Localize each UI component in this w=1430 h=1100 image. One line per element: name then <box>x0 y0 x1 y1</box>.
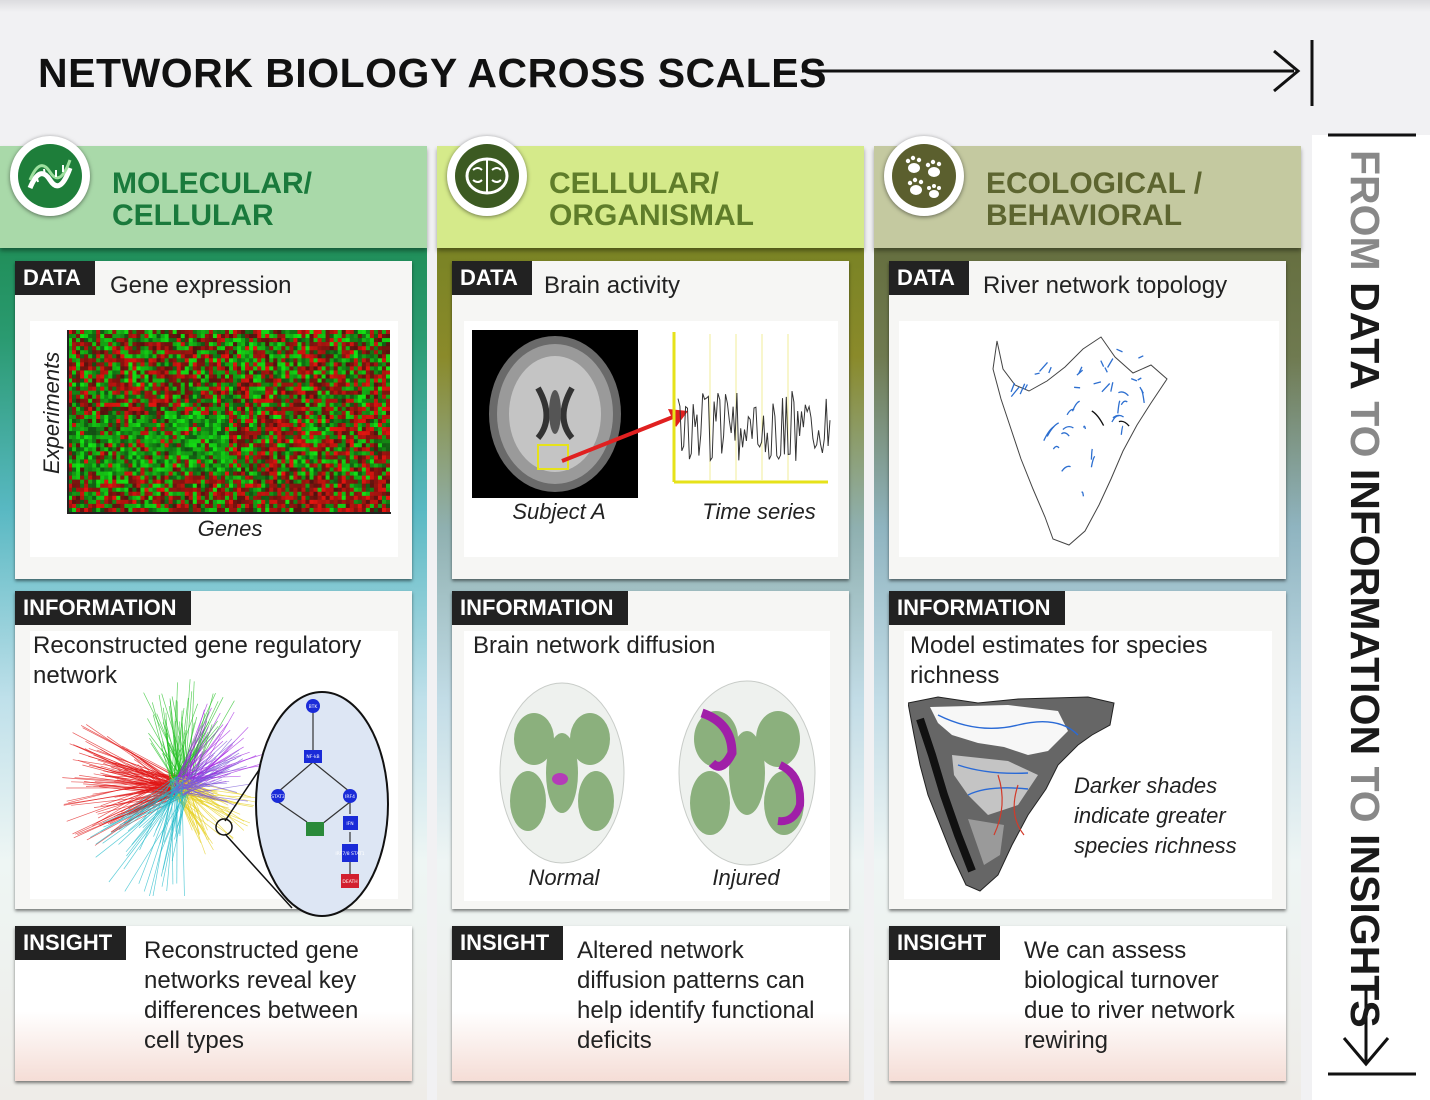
page-title: NETWORK BIOLOGY ACROSS SCALES <box>38 50 827 96</box>
plot-label: Time series <box>702 499 816 524</box>
gene-node <box>304 750 322 763</box>
gene-node <box>341 874 359 888</box>
brain-icon <box>465 157 509 195</box>
node-label: IRF4 <box>345 794 355 800</box>
information-text-line1: Model estimates for species <box>910 632 1208 659</box>
column-title: MOLECULAR/CELLULAR <box>112 167 312 232</box>
header-bar <box>0 0 1430 135</box>
information-tag: INFORMATION <box>452 591 628 625</box>
gene-node <box>342 844 358 862</box>
column-badge <box>447 136 527 216</box>
column-cellular: CELLULAR/ORGANISMAL DATA Brain activity <box>437 136 864 1100</box>
image-label: Normal <box>528 865 600 890</box>
insight-panel: INSIGHT Altered network diffusion pattern… <box>452 926 849 1081</box>
data-text: Brain activity <box>544 272 681 299</box>
brain-mri-image <box>472 330 638 498</box>
insight-text: Altered network diffusion patterns can hel… <box>577 937 815 1054</box>
data-text: Gene expression <box>110 272 292 299</box>
gene-network-hairball <box>62 679 267 896</box>
insight-text: Reconstructed gene networks reveal key dif… <box>144 937 359 1054</box>
side-strip <box>1312 135 1430 1100</box>
information-panel: INFORMATION Model estimates for species … <box>889 591 1286 909</box>
information-tag: INFORMATION <box>15 591 191 625</box>
insight-tag: INSIGHT <box>15 926 127 960</box>
data-tag: DATA <box>452 261 532 295</box>
gene-expression-heatmap <box>68 330 390 512</box>
insight-text: We can assess biological turnover due to r… <box>1024 937 1235 1054</box>
node-label: STAT3 <box>271 794 285 800</box>
data-text: River network topology <box>983 272 1228 299</box>
x-axis-label: Genes <box>197 516 263 541</box>
data-tag: DATA <box>889 261 969 295</box>
river-network-map <box>992 336 1168 546</box>
data-panel: DATA River network topology <box>889 261 1286 579</box>
brain-diffusion-injured <box>678 680 816 866</box>
information-text-line2: network <box>33 662 118 689</box>
information-text-line2: richness <box>910 662 1000 689</box>
down-arrow-icon <box>1328 133 1416 1076</box>
data-panel: DATA Brain activity Subject A Time serie… <box>452 261 849 579</box>
data-panel: DATA Gene expression Experiments Genes <box>15 261 412 579</box>
map-note: Darker shades indicate greater species ric… <box>1074 773 1237 858</box>
column-title: ECOLOGICAL / BEHAVIORAL <box>986 167 1203 232</box>
image-label: Subject A <box>512 499 606 524</box>
column-molecular: MOLECULAR/CELLULAR DATA Gene expression … <box>0 136 427 1100</box>
node-label: IRF7/8 STAT1 <box>335 851 364 857</box>
dna-icon <box>27 159 73 190</box>
paw-prints-icon <box>905 155 942 198</box>
information-tag: INFORMATION <box>889 591 1065 625</box>
node-label: DEATH <box>342 879 357 885</box>
node-label: NF-kB <box>306 754 319 760</box>
image-label: Injured <box>712 865 780 890</box>
column-badge <box>884 136 964 216</box>
node-label: IFN <box>346 821 353 827</box>
insight-tag: INSIGHT <box>452 926 564 960</box>
information-text: Brain network diffusion <box>473 632 716 659</box>
species-richness-map <box>908 696 1115 892</box>
gene-node <box>343 816 358 830</box>
column-badge <box>10 136 90 216</box>
information-panel: INFORMATION Reconstructed gene regulator… <box>15 591 412 917</box>
side-label: FROM DATA TO INFORMATION TO INSIGHTS <box>1342 150 1388 1028</box>
right-arrow-icon <box>802 40 1314 106</box>
column-title: CELLULAR/ORGANISMAL <box>549 167 754 232</box>
gene-node <box>271 789 285 803</box>
information-text-line1: Reconstructed gene regulatory <box>33 632 362 659</box>
gene-node <box>306 822 324 836</box>
insight-tag: INSIGHT <box>889 926 1001 960</box>
node-label: BTK <box>309 704 319 710</box>
time-series-plot <box>672 332 831 484</box>
insight-panel: INSIGHT We can assess biological turnover… <box>889 926 1286 1081</box>
y-axis-label: Experiments <box>39 351 64 474</box>
column-ecological: ECOLOGICAL / BEHAVIORAL DATA River networ… <box>874 136 1301 1100</box>
gene-node <box>343 789 357 803</box>
brain-diffusion-normal <box>499 682 625 864</box>
gene-node <box>306 699 320 713</box>
data-tag: DATA <box>15 261 95 295</box>
gene-network-zoom: BTK NF-kB STAT3 IRF4 IFN IRF7/8 STAT1 DE… <box>215 691 389 917</box>
information-panel: INFORMATION Brain network diffusion <box>452 591 849 909</box>
insight-panel: INSIGHT Reconstructed gene networks revea… <box>15 926 412 1081</box>
